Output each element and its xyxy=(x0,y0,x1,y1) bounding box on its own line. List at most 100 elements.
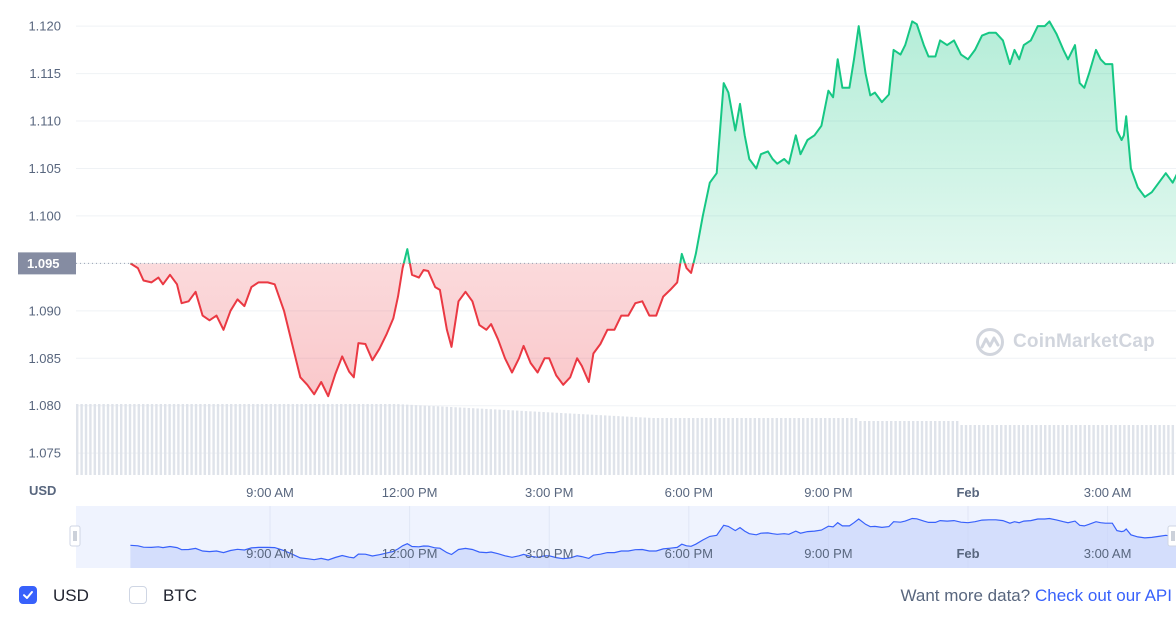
volume-bar xyxy=(714,418,717,475)
volume-bar xyxy=(1008,425,1012,475)
volume-bar xyxy=(137,404,141,475)
volume-bar xyxy=(296,404,299,475)
navigator-left-handle[interactable] xyxy=(69,525,81,547)
volume-bar xyxy=(529,411,532,475)
volume-bar xyxy=(810,418,814,475)
x-tick-label: 9:00 PM xyxy=(804,485,852,500)
volume-bar xyxy=(419,405,422,475)
volume-bar xyxy=(736,418,739,475)
volume-bar xyxy=(436,406,440,475)
y-tick-label: 1.080 xyxy=(28,398,61,413)
x-tick-label: Feb xyxy=(956,485,979,500)
volume-bar xyxy=(432,406,435,475)
volume-bar xyxy=(502,409,506,475)
usd-checkbox[interactable] xyxy=(19,586,37,604)
volume-bar xyxy=(590,414,594,475)
volume-bar xyxy=(177,404,180,475)
volume-bar xyxy=(960,425,963,475)
volume-bar xyxy=(133,404,136,475)
y-tick-label: 1.085 xyxy=(28,351,61,366)
volume-bar xyxy=(881,421,884,475)
volume-bar xyxy=(1035,425,1038,475)
volume-bar xyxy=(973,425,977,475)
volume-bar xyxy=(164,404,167,475)
api-link[interactable]: Check out our API xyxy=(1034,586,1172,605)
volume-bar xyxy=(348,404,352,475)
price-line-up xyxy=(130,20,1176,264)
volume-bar xyxy=(1127,425,1131,475)
usd-option-label[interactable]: USD xyxy=(53,586,89,605)
volume-bar xyxy=(269,404,273,475)
volume-bar xyxy=(318,404,321,475)
volume-bar xyxy=(995,425,999,475)
volume-bar xyxy=(700,418,704,475)
volume-bar xyxy=(98,404,101,475)
volume-bar xyxy=(758,418,761,475)
volume-bar xyxy=(172,404,176,475)
volume-bar xyxy=(1022,425,1025,475)
btc-checkbox[interactable] xyxy=(129,586,147,604)
volume-bar xyxy=(216,404,220,475)
volume-bar xyxy=(1105,425,1109,475)
volume-bar xyxy=(538,411,541,475)
volume-bar xyxy=(665,418,669,475)
baseline-label-bg xyxy=(18,252,76,275)
volume-bar xyxy=(621,416,625,475)
volume-bar xyxy=(793,418,796,475)
volume-bar xyxy=(568,413,572,475)
volume-bar xyxy=(986,425,990,475)
volume-bar xyxy=(1140,425,1144,475)
watermark: CoinMarketCap xyxy=(975,327,1155,357)
volume-bar xyxy=(775,418,779,475)
volume-bar xyxy=(630,416,633,475)
volume-bar xyxy=(1132,425,1135,475)
volume-bar xyxy=(326,404,330,475)
volume-bar xyxy=(951,421,955,475)
volume-bar xyxy=(916,421,919,475)
volume-bar xyxy=(969,425,972,475)
volume-bar xyxy=(1026,425,1029,475)
navigator-area xyxy=(130,518,1176,568)
volume-bar xyxy=(260,404,264,475)
volume-bar xyxy=(560,413,563,475)
x-tick-label: 9:00 AM xyxy=(246,485,294,500)
volume-bar xyxy=(964,425,968,475)
volume-bar xyxy=(956,421,959,475)
y-tick-label: 1.110 xyxy=(29,114,61,129)
volume-bar xyxy=(599,415,603,475)
volume-bar xyxy=(278,404,281,475)
volume-bar xyxy=(674,418,677,475)
volume-bar xyxy=(1158,425,1161,475)
price-line-down xyxy=(129,263,695,398)
volume-bar xyxy=(507,410,510,475)
volume-bar xyxy=(705,418,708,475)
volume-bar xyxy=(370,404,374,475)
y-tick-label: 1.075 xyxy=(28,446,61,461)
volume-bar xyxy=(788,418,792,475)
volume-bar xyxy=(221,404,224,475)
volume-bar xyxy=(111,404,114,475)
volume-bar xyxy=(467,407,471,475)
coinmarketcap-logo-icon xyxy=(976,328,1004,356)
volume-bar xyxy=(1110,425,1113,475)
volume-bars xyxy=(76,404,1175,475)
volume-bar xyxy=(120,404,123,475)
area-above-baseline xyxy=(403,21,1176,264)
watermark-text: CoinMarketCap xyxy=(1013,331,1155,352)
volume-bar xyxy=(115,404,119,475)
volume-bar xyxy=(819,418,823,475)
navigator-tick-label: 3:00 AM xyxy=(1084,546,1132,561)
volume-bar xyxy=(480,408,484,475)
volume-bar xyxy=(942,421,946,475)
navigator-right-handle[interactable] xyxy=(1167,525,1176,547)
volume-bar xyxy=(1048,425,1051,475)
volume-bar xyxy=(586,414,589,475)
unit-label: USD xyxy=(29,483,56,498)
volume-bar xyxy=(1123,425,1126,475)
volume-bar xyxy=(1061,425,1065,475)
price-chart[interactable]: 1.120 1.115 1.110 1.105 1.100 1.090 1.085 1.080… xyxy=(0,0,1176,575)
volume-bar xyxy=(846,418,849,475)
btc-option-label[interactable]: BTC xyxy=(163,586,197,605)
volume-bar xyxy=(1171,425,1175,475)
volume-bar xyxy=(1039,425,1043,475)
